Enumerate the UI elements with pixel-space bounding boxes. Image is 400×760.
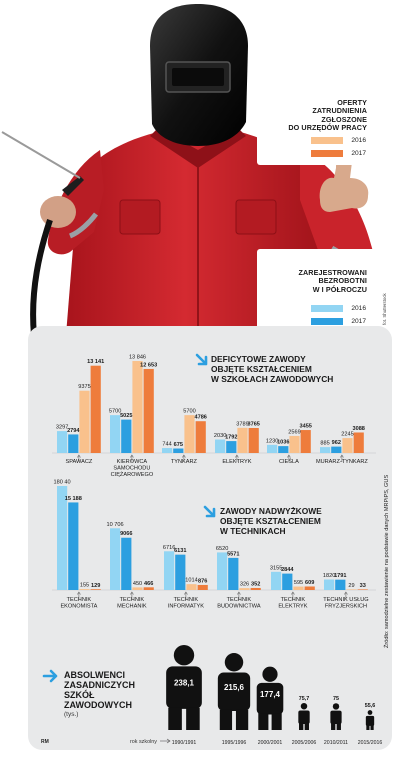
author-tag: RM xyxy=(41,739,49,745)
section3-unit: (tys.) xyxy=(64,711,79,718)
legend-offers: OFERTY ZATRUDNIENIA ZGŁOSZONE DO URZĘDÓW… xyxy=(257,74,375,165)
thumbs-up-hand xyxy=(319,151,369,212)
legend-label-unemployed-2016: 2016 xyxy=(351,305,366,312)
photo-credit: fot. Shutterstock xyxy=(382,293,387,325)
legend-label-unemployed-2017: 2017 xyxy=(351,318,366,325)
welding-torch xyxy=(62,176,84,196)
legend-label-offers-2017: 2017 xyxy=(351,150,366,157)
source-note: Źródło: samodzielne zestawienie na podst… xyxy=(384,474,390,648)
welder-photo: OFERTY ZATRUDNIENIA ZGŁOSZONE DO URZĘDÓW… xyxy=(0,0,400,335)
legend-label-offers-2016: 2016 xyxy=(351,137,366,144)
section2-title: ZAWODY NADWYŻKOWE OBJĘTE KSZTAŁCENIEM W … xyxy=(220,506,322,536)
section1-title: DEFICYTOWE ZAWODY OBJĘTE KSZTAŁCENIEM W … xyxy=(211,354,334,384)
legend-swatch-unemployed-2017 xyxy=(311,318,343,325)
legend-swatch-offers-2016 xyxy=(311,137,343,144)
section3-title: ABSOLWENCI ZASADNICZYCH SZKÓŁ ZAWODOWYCH xyxy=(64,670,135,710)
suit-left-arm xyxy=(47,150,104,255)
legend-offers-title: OFERTY ZATRUDNIENIA ZGŁOSZONE DO URZĘDÓW… xyxy=(288,98,367,132)
welder-illustration xyxy=(1,4,374,335)
legend-unemployed-title: ZAREJESTROWANI BEZROBOTNI W I PÓŁROCZU xyxy=(298,268,367,294)
legend-swatch-unemployed-2016 xyxy=(311,305,343,312)
legend-unemployed: ZAREJESTROWANI BEZROBOTNI W I PÓŁROCZU 2… xyxy=(257,249,375,331)
legend-swatch-offers-2017 xyxy=(311,150,343,157)
